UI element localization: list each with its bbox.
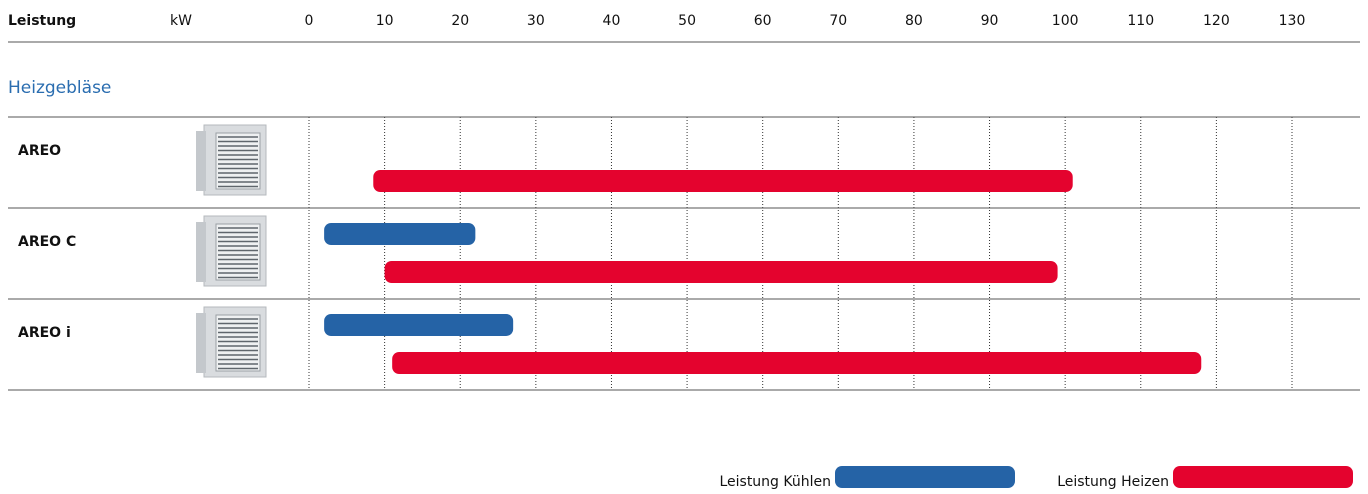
icon-grille	[215, 132, 261, 190]
row-label: AREO i	[18, 325, 71, 341]
x-tick-label: 60	[754, 13, 772, 29]
legend-label: Leistung Heizen	[1057, 474, 1169, 490]
x-tick-label: 90	[981, 13, 999, 29]
axis-title: Leistung	[8, 13, 76, 29]
x-tick-label: 50	[678, 13, 696, 29]
x-tick-label: 20	[451, 13, 469, 29]
range-bar	[373, 170, 1073, 192]
x-tick-label: 80	[905, 13, 923, 29]
x-tick-label: 110	[1127, 13, 1154, 29]
x-tick-label: 130	[1279, 13, 1306, 29]
range-bar	[384, 261, 1058, 283]
icon-side	[196, 222, 206, 282]
heater-icon	[196, 215, 267, 287]
legend-label: Leistung Kühlen	[719, 474, 831, 490]
row-label: AREO C	[18, 234, 76, 250]
x-tick-label: 40	[603, 13, 621, 29]
x-tick-label: 100	[1052, 13, 1079, 29]
x-tick-label: 120	[1203, 13, 1230, 29]
unit-label: kW	[170, 13, 192, 29]
range-bar	[324, 223, 476, 245]
row-label: AREO	[18, 143, 61, 159]
heater-icon	[196, 124, 267, 196]
x-tick-label: 70	[829, 13, 847, 29]
heater-icon	[196, 306, 267, 378]
x-tick-label: 30	[527, 13, 545, 29]
legend-swatch	[1173, 466, 1353, 488]
range-bar	[392, 352, 1202, 374]
icon-side	[196, 313, 206, 373]
x-tick-label: 0	[305, 13, 314, 29]
icon-grille	[215, 223, 261, 281]
range-bar	[324, 314, 514, 336]
icon-side	[196, 131, 206, 191]
icon-grille	[215, 314, 261, 372]
x-tick-label: 10	[376, 13, 394, 29]
section-title: Heizgebläse	[8, 78, 111, 98]
legend-swatch	[835, 466, 1015, 488]
